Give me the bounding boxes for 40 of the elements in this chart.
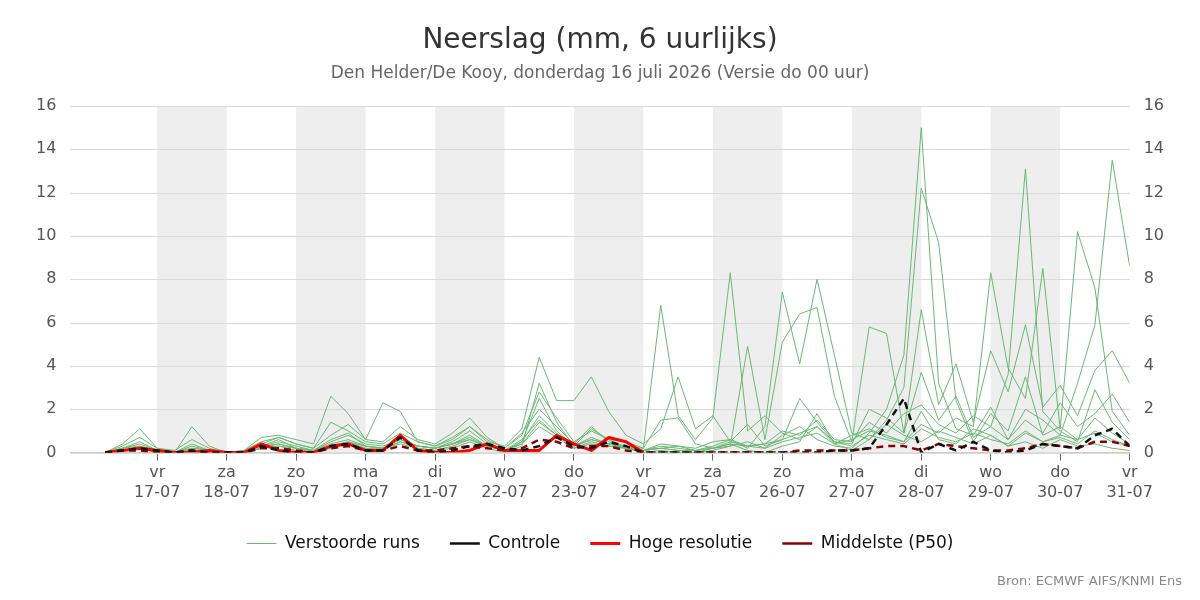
- x-tick-label: wo 22-07: [481, 462, 528, 501]
- y2-tick-label: 10: [1143, 225, 1164, 245]
- x-tick-label: zo 19-07: [272, 462, 320, 501]
- y-tick-label: 10: [36, 225, 57, 245]
- x-tick-label: do 23-07: [550, 462, 598, 501]
- legend-label: Middelste (P50): [820, 531, 954, 552]
- x-tick-label: vr 24-07: [620, 462, 667, 501]
- y-tick-label: 14: [36, 138, 57, 158]
- x-tick-label: ma 27-07: [828, 462, 876, 501]
- y2-tick-label: 6: [1143, 311, 1154, 331]
- y2-tick-label: 12: [1143, 181, 1164, 201]
- y-tick-label: 8: [46, 268, 57, 288]
- y2-tick-label: 2: [1143, 398, 1154, 418]
- x-tick-label: do 30-07: [1036, 462, 1084, 501]
- text: Bron: ECMWF AIFS/KNMI Ens: [997, 573, 1182, 588]
- y2-tick-label: 16: [1143, 95, 1164, 115]
- legend-label: Hoge resolutie: [628, 531, 753, 552]
- chart-title: Neerslag (mm, 6 uurlijks): [422, 22, 778, 56]
- legend-label: Verstoorde runs: [285, 531, 420, 552]
- x-tick-label: di 28-07: [898, 462, 945, 501]
- y2-tick-label: 0: [1143, 441, 1154, 461]
- y-tick-label: 0: [46, 441, 57, 461]
- x-tick-label: wo 29-07: [967, 462, 1014, 501]
- y-tick-label: 2: [46, 398, 57, 418]
- x-tick-label: zo 26-07: [759, 462, 806, 501]
- x-tick-label: vr 17-07: [133, 462, 181, 501]
- y2-tick-label: 4: [1143, 355, 1154, 375]
- y2-tick-label: 14: [1143, 138, 1164, 158]
- y-tick-label: 12: [36, 181, 57, 201]
- x-tick-label: ma 20-07: [342, 462, 389, 501]
- y-tick-label: 16: [36, 95, 57, 115]
- x-tick-label: za 25-07: [689, 462, 737, 501]
- y2-tick-label: 8: [1143, 268, 1154, 288]
- x-tick-label: za 18-07: [203, 462, 250, 501]
- y-tick-label: 4: [46, 355, 57, 375]
- legend-label: Controle: [488, 531, 561, 552]
- x-tick-label: vr 31-07: [1106, 462, 1153, 501]
- x-tick-label: di 21-07: [411, 462, 459, 501]
- chart-subtitle: Den Helder/De Kooy, donderdag 16 juli 2026 (Versie do 00 uur): [330, 62, 870, 83]
- y-tick-label: 6: [46, 311, 57, 331]
